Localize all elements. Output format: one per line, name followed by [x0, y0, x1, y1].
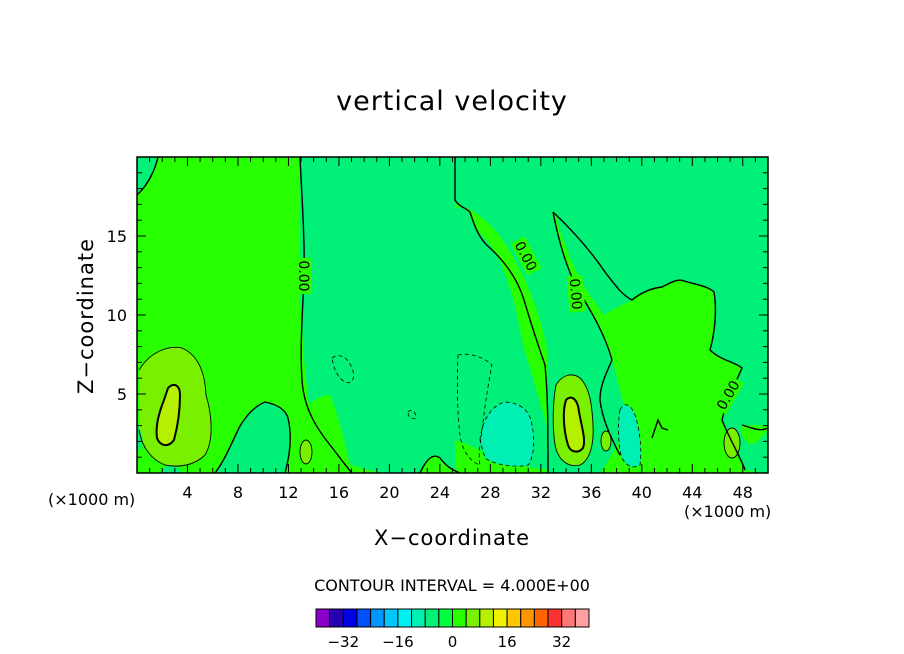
x-tick-label: 36 — [581, 483, 601, 502]
colorbar-swatch — [424, 608, 440, 628]
y-tick-label: 10 — [107, 306, 127, 325]
contour-label: 0.00 — [295, 260, 311, 291]
colorbar-swatch — [547, 608, 563, 628]
colorbar-swatch — [397, 608, 413, 628]
x-tick-label: 20 — [379, 483, 399, 502]
region-negative-main — [300, 157, 768, 473]
contour-label-bg — [566, 275, 586, 313]
colorbar-swatch — [329, 608, 344, 628]
region-updraft-small-2 — [601, 431, 611, 451]
colorbar-swatch — [370, 608, 385, 628]
region-downdraft-left-top — [137, 157, 158, 195]
colorbar-tick-label: 0 — [448, 633, 458, 651]
region-updraft-right-core — [563, 397, 585, 452]
y-axis-label: Z−coordinate — [74, 238, 98, 394]
zero-contours — [137, 157, 768, 473]
colorbar-swatch — [520, 608, 535, 628]
x-tick-label: 32 — [531, 483, 551, 502]
x-axis-label: X−coordinate — [374, 526, 530, 550]
colorbar-swatch — [533, 608, 549, 628]
colorbar-tick-label: −16 — [382, 633, 414, 651]
region-downdraft-mid — [332, 355, 354, 383]
strong-contours — [155, 383, 586, 453]
colorbar-tick-label: 16 — [498, 633, 517, 651]
region-negative-center — [300, 157, 548, 473]
colorbar-swatch — [561, 608, 576, 628]
colorbar-swatch — [356, 608, 372, 628]
x-unit-label-right: (×1000 m) — [684, 502, 772, 521]
contour-label-bg — [712, 375, 744, 415]
region-downdraft-center — [480, 402, 534, 467]
region-updraft-small-1 — [300, 440, 312, 464]
colorbar-swatch — [479, 608, 494, 628]
region-downdraft-left-bottom — [137, 425, 143, 450]
x-tick-label: 4 — [182, 483, 192, 502]
region-positive-3 — [455, 440, 548, 473]
contour-label: 0.00 — [566, 278, 585, 310]
colorbar-swatch — [411, 608, 426, 628]
contour-label-bg — [296, 258, 312, 294]
x-tick-label: 16 — [329, 483, 349, 502]
x-tick-label: 28 — [480, 483, 500, 502]
x-unit-label-left: (×1000 m) — [48, 490, 136, 509]
positive-contours — [138, 346, 741, 467]
colorbar: −32 −16 0 16 32 — [315, 608, 590, 651]
x-tick-label: 24 — [430, 483, 450, 502]
colorbar-swatch — [438, 608, 454, 628]
x-tick-label: 12 — [278, 483, 298, 502]
region-negative-top-right — [555, 210, 632, 315]
y-tick-label: 15 — [107, 227, 127, 246]
x-tick-label: 8 — [233, 483, 243, 502]
colorbar-swatch — [383, 608, 399, 628]
colorbar-swatch — [506, 608, 522, 628]
contour-field — [137, 157, 768, 473]
region-negative-lower-left — [215, 402, 291, 473]
colorbar-swatch — [574, 608, 590, 628]
colorbar-tick-label: 32 — [552, 633, 571, 651]
x-tick-label: 44 — [682, 483, 702, 502]
x-tick-label: 48 — [733, 483, 753, 502]
region-positive-small-1 — [299, 395, 352, 473]
colorbar-swatch — [465, 608, 481, 628]
colorbar-swatch — [492, 608, 508, 628]
x-tick-label: 40 — [632, 483, 652, 502]
colorbar-tick-label: −32 — [327, 633, 359, 651]
negative-contours — [331, 353, 642, 468]
colorbar-swatch — [452, 608, 467, 628]
region-negative-lower-left-2 — [160, 465, 183, 473]
contour-interval-text: CONTOUR INTERVAL = 4.000E+00 — [314, 576, 590, 595]
contour-label-bg — [510, 236, 542, 276]
y-tick-label: 5 — [117, 385, 127, 404]
region-updraft-left-core — [156, 384, 180, 446]
chart-title: vertical velocity — [336, 86, 568, 117]
colorbar-swatch — [342, 608, 358, 628]
region-downdraft-small — [618, 404, 641, 467]
colorbar-swatch — [315, 608, 331, 628]
